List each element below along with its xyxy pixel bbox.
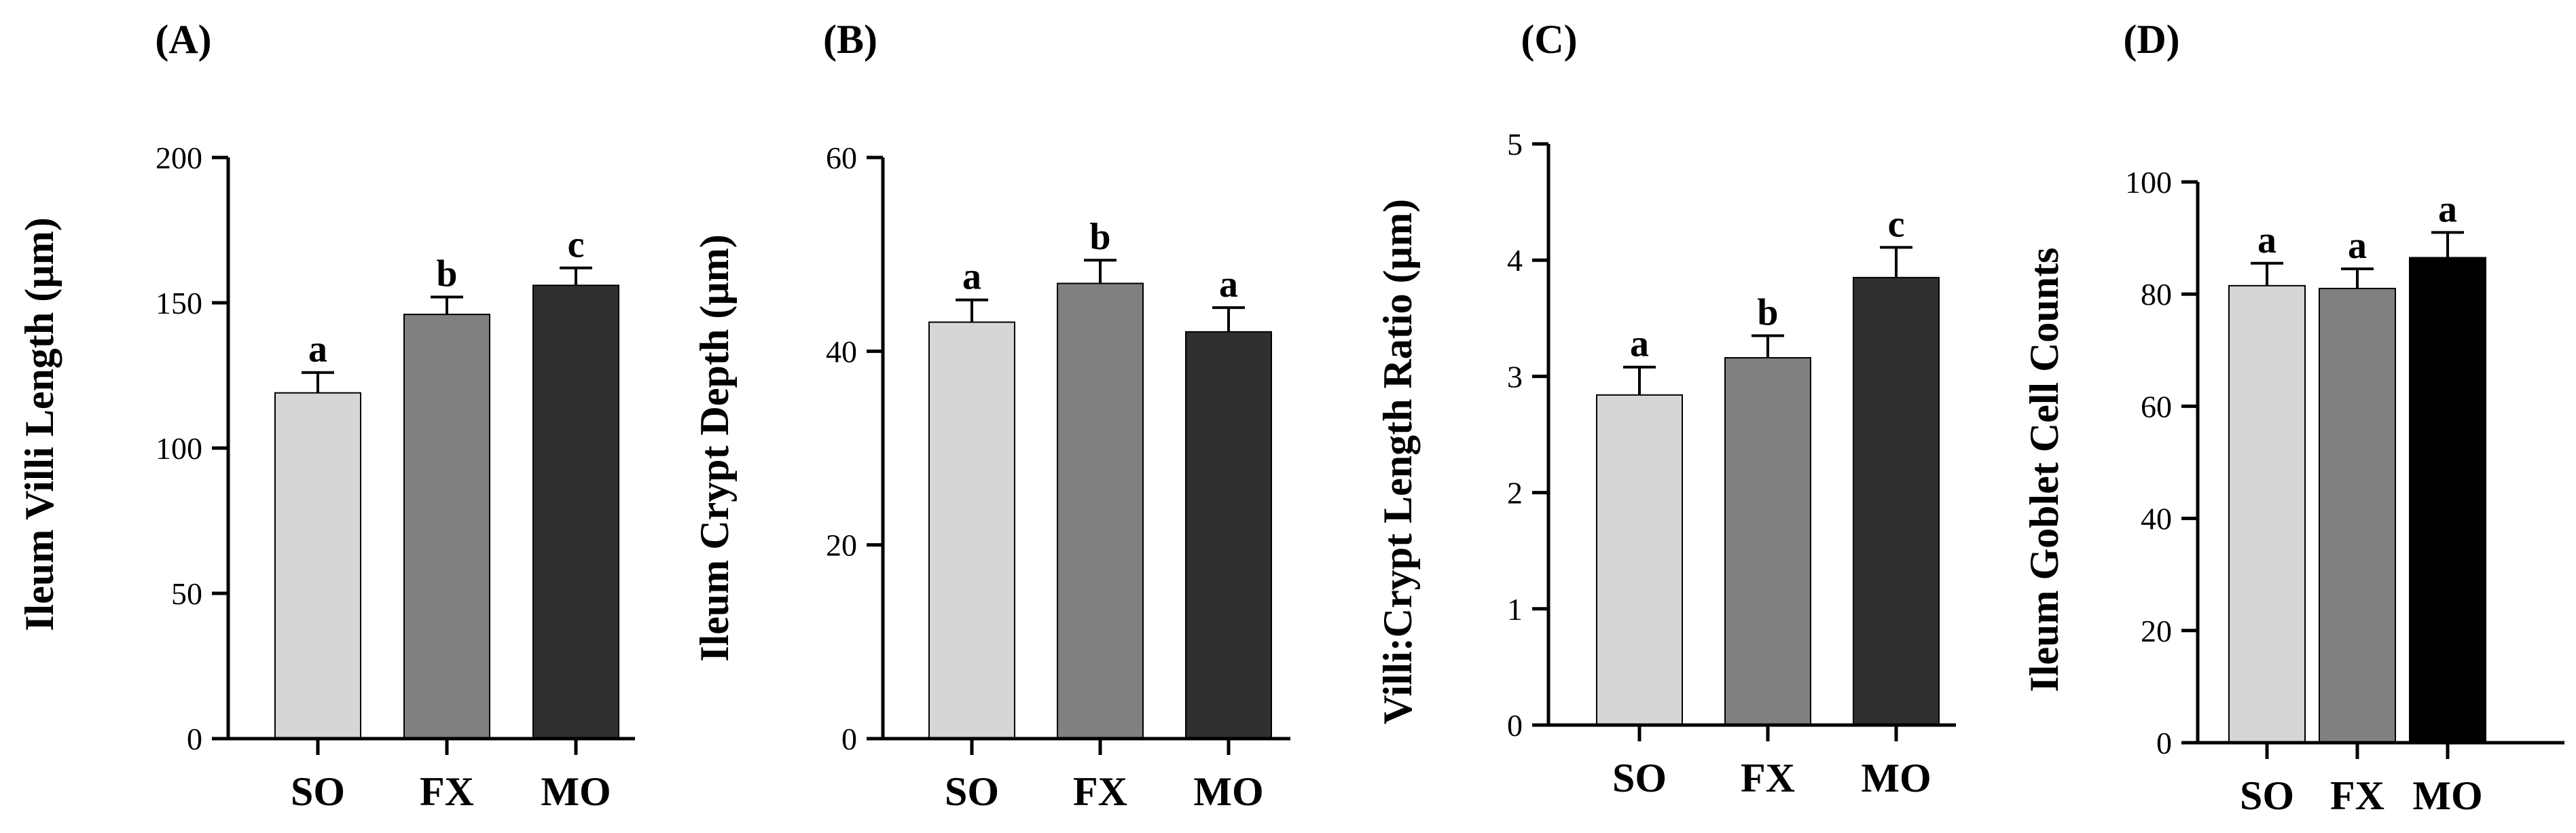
panel-b-y-axis-label: Ileum Crypt Depth (µm) [692, 234, 737, 662]
panel-d-bar-mo [2409, 257, 2486, 743]
panel-c: (C) Villi:Crypt Length Ratio (µm) a SO b FX… [1375, 17, 1956, 800]
panel-d-bar-fx [2319, 287, 2396, 743]
panel-c-y-tick-label-0: 0 [1507, 708, 1523, 743]
panel-d-y-tick-label-2: 40 [2141, 502, 2172, 536]
panel-d-y-tick-label-1: 20 [2141, 614, 2172, 648]
panel-d-y-tick-label-4: 80 [2141, 277, 2172, 312]
panel-c-tag: (C) [1521, 17, 1577, 62]
panel-b-y-tick-label-0: 0 [841, 722, 857, 756]
panel-d-significance-mo: a [2438, 188, 2457, 230]
panel-b-y-tick-label-3: 60 [826, 141, 857, 175]
panel-a-bar-mo [532, 284, 619, 739]
panel-a-y-tick-label-3: 150 [156, 286, 202, 320]
panel-a-bar-so [274, 392, 361, 739]
panel-c-bar-mo [1853, 276, 1940, 726]
panel-a-x-tick-label-mo: MO [541, 769, 611, 814]
panel-b: (B) Ileum Crypt Depth (µm) a SO b FX a MO 0 20 4… [692, 17, 1290, 814]
panel-c-y-axis-label: Villi:Crypt Length Ratio (µm) [1375, 199, 1420, 724]
panel-d-y-axis-label: Ileum Goblet Cell Counts [2022, 247, 2067, 692]
panel-c-significance-so: a [1630, 323, 1649, 365]
panel-d-y-tick-label-5: 100 [2125, 165, 2172, 200]
panel-a-tag: (A) [155, 17, 211, 62]
panel-c-plot-area: a SO b FX c MO 0 1 2 3 4 5 [1507, 127, 1956, 800]
panel-a-y-tick-label-4: 200 [156, 141, 202, 175]
panel-a: (A) Ileum Villi Length (µm) a SO b FX c MO 0 50… [17, 17, 635, 814]
panel-c-y-tick-label-3: 3 [1507, 359, 1523, 394]
panel-a-significance-fx: b [436, 253, 457, 295]
panel-a-x-tick-label-fx: FX [420, 769, 474, 814]
panel-b-significance-fx: b [1089, 216, 1110, 258]
panel-b-y-tick-label-1: 20 [826, 528, 857, 563]
panel-b-significance-so: a [962, 256, 981, 298]
panel-b-bar-mo [1185, 331, 1272, 739]
panel-d-tag: (D) [2123, 17, 2179, 62]
panel-d-x-tick-label-so: SO [2240, 773, 2294, 818]
panel-c-y-tick-label-4: 4 [1507, 243, 1523, 278]
panel-d-y-tick-label-0: 0 [2156, 726, 2172, 760]
panel-d-y-tick-label-3: 60 [2141, 389, 2172, 424]
panel-b-x-tick-label-so: SO [945, 769, 999, 814]
panel-a-significance-mo: c [568, 224, 585, 266]
panel-b-tag: (B) [823, 17, 877, 62]
panel-a-plot-area: a SO b FX c MO 0 50 100 150 200 [156, 141, 635, 814]
panel-c-bar-fx [1724, 357, 1811, 726]
panel-a-y-tick-label-0: 0 [187, 722, 202, 756]
panel-c-x-tick-label-mo: MO [1861, 756, 1931, 800]
panel-b-y-tick-label-2: 40 [826, 334, 857, 369]
panel-a-y-axis-label: Ileum Villi Length (µm) [17, 217, 62, 631]
panel-d-significance-fx: a [2348, 225, 2367, 267]
panel-c-x-tick-label-fx: FX [1741, 756, 1795, 800]
panel-d-x-tick-label-fx: FX [2330, 773, 2384, 818]
panel-b-bar-so [928, 321, 1015, 739]
panel-d-plot-area: a SO a FX a MO 0 20 40 60 80 100 [2125, 165, 2564, 818]
panel-c-y-tick-label-5: 5 [1507, 127, 1523, 162]
panel-a-x-tick-label-so: SO [291, 769, 345, 814]
panel-a-bar-fx [403, 314, 490, 739]
panel-c-bar-so [1596, 394, 1683, 726]
panel-c-significance-fx: b [1757, 291, 1778, 333]
panel-b-x-tick-label-fx: FX [1073, 769, 1127, 814]
panel-d-bar-so [2228, 284, 2306, 743]
panel-d-x-tick-label-mo: MO [2412, 773, 2482, 818]
panel-a-significance-so: a [308, 329, 327, 371]
panel-c-y-tick-label-1: 1 [1507, 592, 1523, 627]
panel-a-y-tick-label-2: 100 [156, 431, 202, 466]
panel-d-significance-so: a [2257, 219, 2276, 261]
panel-c-y-tick-label-2: 2 [1507, 476, 1523, 511]
panel-d: (D) Ileum Goblet Cell Counts a SO a FX a MO 0 2… [2022, 17, 2564, 818]
panel-b-bar-fx [1057, 282, 1144, 739]
panel-a-y-tick-label-1: 50 [171, 576, 202, 611]
panel-c-significance-mo: c [1888, 203, 1905, 245]
panel-b-significance-mo: a [1219, 263, 1238, 306]
panel-b-x-tick-label-mo: MO [1193, 769, 1263, 814]
panel-b-plot-area: a SO b FX a MO 0 20 40 60 [826, 141, 1290, 814]
panel-c-x-tick-label-so: SO [1612, 756, 1667, 800]
